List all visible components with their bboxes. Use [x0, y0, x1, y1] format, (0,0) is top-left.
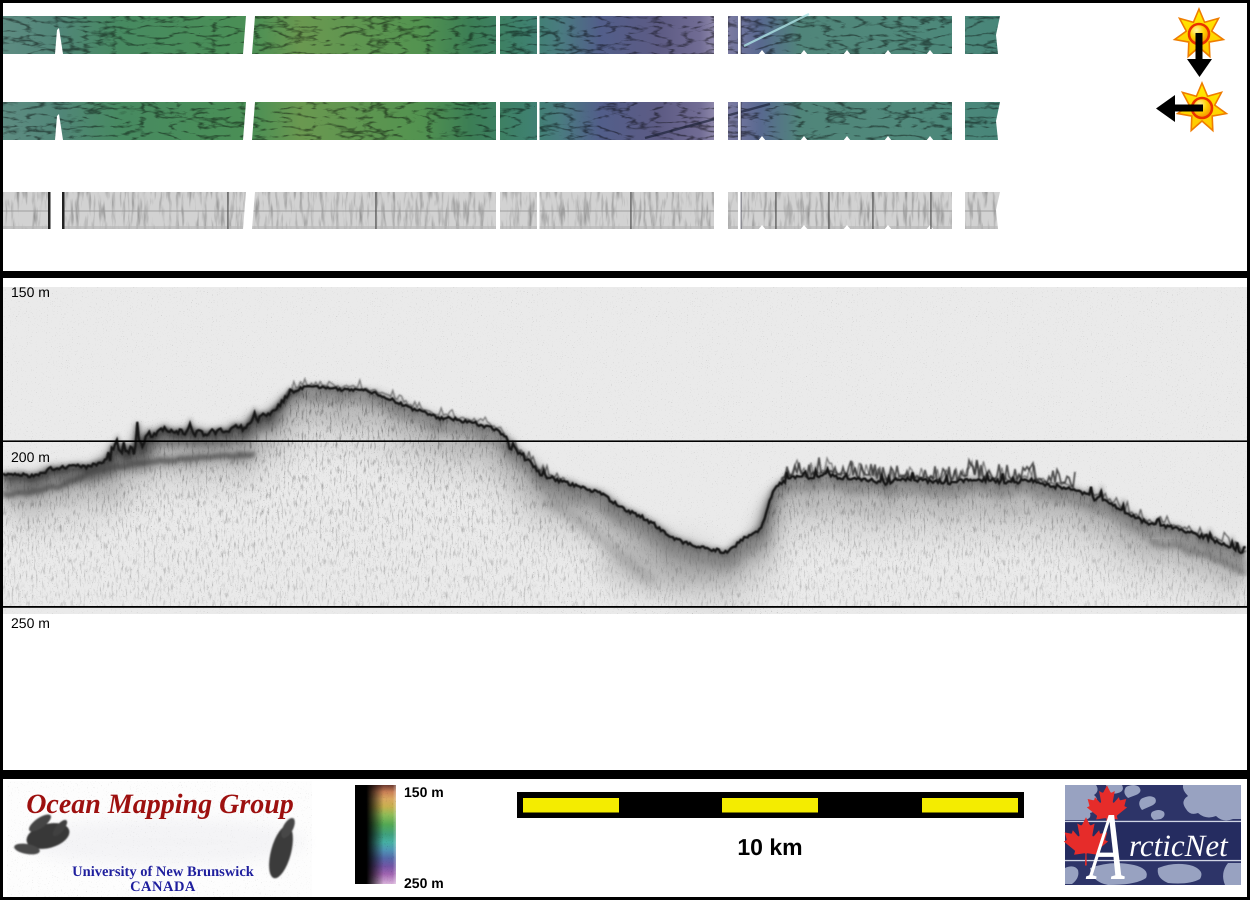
svg-text:10 km: 10 km	[737, 834, 802, 860]
svg-text:200 m: 200 m	[11, 449, 50, 465]
svg-text:A: A	[1085, 793, 1125, 900]
svg-text:150 m: 150 m	[404, 784, 444, 800]
svg-text:250 m: 250 m	[404, 875, 444, 891]
svg-text:CANADA: CANADA	[130, 879, 196, 895]
svg-text:Ocean Mapping Group: Ocean Mapping Group	[26, 789, 294, 820]
svg-text:150 m: 150 m	[11, 284, 50, 300]
svg-text:rcticNet: rcticNet	[1129, 828, 1229, 863]
svg-text:University of New Brunswick: University of New Brunswick	[72, 864, 255, 880]
svg-text:250 m: 250 m	[11, 615, 50, 631]
